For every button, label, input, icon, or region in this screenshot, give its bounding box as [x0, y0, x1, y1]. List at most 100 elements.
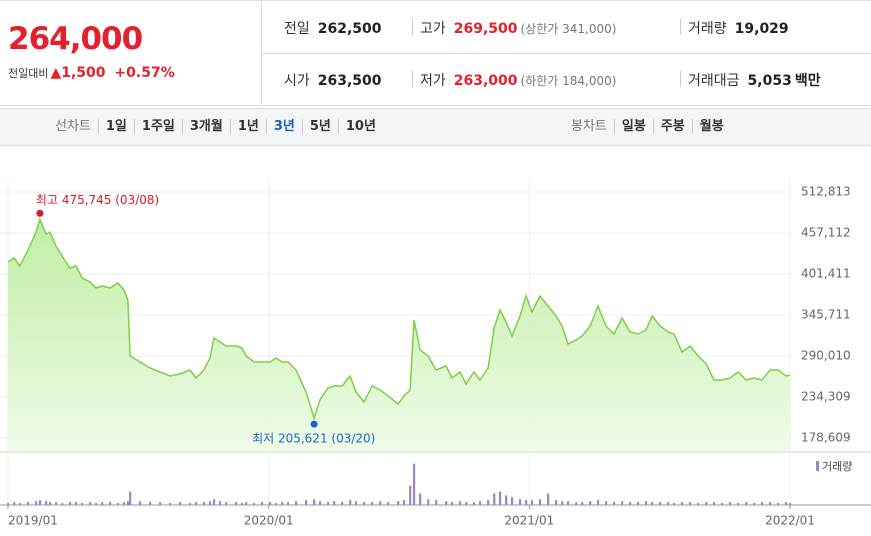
tab[interactable]: 3년 — [265, 119, 302, 134]
volume-bar — [697, 503, 700, 505]
stat-value: 5,053 — [747, 73, 792, 89]
volume-bar — [268, 502, 272, 505]
volume-bar — [379, 501, 382, 505]
volume-bar — [760, 502, 764, 505]
stat-value: 19,029 — [734, 21, 789, 37]
quote-header: 264,000 전일대비 ▲1,500 +0.57% 전일 262,500 고가 269… — [0, 0, 871, 106]
volume-bar — [445, 501, 448, 505]
volume-bar — [737, 503, 740, 505]
volume-bar — [45, 501, 48, 505]
volume-bar — [179, 502, 182, 505]
volume-bar — [409, 485, 412, 505]
volume-bar — [68, 502, 72, 505]
stat: 거래대금 5,053 백만 — [688, 70, 821, 90]
tab[interactable]: 1년 — [229, 119, 266, 134]
volume-bar — [518, 499, 522, 505]
candle-tabs: 봉차트 일봉 주봉 월봉 — [564, 119, 731, 134]
y-tick-label: 178,609 — [801, 431, 851, 445]
volume-bar — [451, 502, 454, 505]
tab[interactable]: 10년 — [337, 119, 383, 134]
stat-value: 262,500 — [317, 21, 382, 37]
volume-bar — [596, 500, 600, 505]
x-tick-label: 2019/01 — [8, 514, 58, 528]
stats-row: 전일 262,500 고가 269,500 (상한가 341,000) 거래량 19,029 — [262, 1, 871, 54]
volume-bar — [275, 503, 278, 505]
volume-bar — [219, 501, 222, 505]
tab[interactable]: 5년 — [301, 119, 338, 134]
change-label: 전일대비 — [8, 67, 49, 80]
tab[interactable]: 일봉 — [613, 119, 653, 134]
volume-bar — [341, 502, 344, 505]
volume-bar — [777, 503, 780, 505]
line-tabs: 선차트 1일 1주일 3개월 1년 3년 5년 10년 — [48, 119, 383, 134]
volume-bar — [305, 500, 308, 505]
price: 264,000 — [8, 21, 143, 57]
volume-bar — [505, 495, 508, 505]
stat-value: 263,000 — [453, 73, 518, 89]
volume-bar — [412, 463, 416, 505]
volume-bar — [785, 502, 788, 505]
volume-bar — [55, 502, 58, 505]
volume-bar — [74, 502, 78, 505]
volume-bar — [159, 502, 162, 505]
tab[interactable]: 3개월 — [181, 119, 230, 134]
volume-bar — [402, 500, 406, 505]
y-tick-label: 457,112 — [801, 226, 851, 240]
volume-bar — [566, 501, 570, 505]
x-tick-label: 2020/01 — [244, 514, 294, 528]
volume-bar — [245, 502, 248, 505]
stat-label: 거래량 — [688, 21, 727, 37]
x-tick-label: 2022/01 — [765, 514, 815, 528]
volume-bar — [354, 501, 358, 505]
volume-bar — [209, 501, 212, 505]
volume-bar — [326, 502, 330, 505]
volume-bar — [575, 502, 578, 505]
volume-bar — [7, 503, 10, 505]
tab[interactable]: 1주일 — [133, 119, 182, 134]
volume-bar — [363, 502, 366, 505]
volume-bar — [479, 501, 482, 505]
volume-bar — [129, 491, 132, 505]
volume-bar — [705, 502, 708, 505]
separator — [680, 71, 681, 87]
volume-bar — [235, 502, 238, 505]
y-tick-label: 512,813 — [801, 185, 851, 199]
volume-bar — [35, 501, 38, 505]
annotation-dot — [310, 420, 318, 428]
change-value: ▲1,500 — [50, 65, 106, 81]
stat-value: 263,500 — [317, 73, 382, 89]
volume-bar — [673, 503, 676, 505]
volume-bar — [195, 502, 198, 505]
stat: 고가 269,500 (상한가 341,000) — [420, 18, 616, 38]
tab[interactable]: 월봉 — [691, 119, 731, 134]
volume-bar — [240, 503, 244, 505]
volume-bar — [94, 503, 98, 505]
volume-bar — [435, 500, 438, 505]
volume-bar — [681, 502, 684, 505]
volume-bar — [48, 502, 52, 505]
volume-bar — [769, 502, 772, 505]
volume-bar — [745, 502, 748, 505]
stat-value: 269,500 — [453, 21, 518, 37]
volume-bar — [126, 501, 130, 505]
annotation: 최저 205,621 (03/20) — [252, 432, 375, 446]
volume-bar — [525, 500, 528, 505]
volume-bar — [753, 503, 756, 505]
volume-bar — [659, 502, 662, 505]
tab[interactable]: 주봉 — [652, 119, 692, 134]
tab[interactable]: 1일 — [97, 119, 134, 134]
volume-bar — [789, 503, 792, 505]
volume-bar — [530, 500, 534, 505]
volume-bar — [499, 491, 502, 505]
volume-bar — [13, 502, 16, 505]
chart: 2019/01 2020/01 2021/01 2022/01 178,609 234,3… — [0, 178, 871, 528]
stats-row: 시가 263,500 저가 263,000 (하한가 184,000) 거래대금 5,053… — [262, 53, 871, 105]
stat-note: (상한가 341,000) — [520, 22, 617, 36]
volume-bar — [26, 502, 30, 505]
volume-bar — [427, 499, 430, 505]
y-tick-label: 401,411 — [801, 267, 851, 281]
y-tick-label: 345,711 — [801, 308, 851, 322]
tab-group-label: 선차트 — [55, 119, 91, 134]
volume-bar — [281, 502, 284, 505]
volume-bar — [561, 501, 564, 505]
